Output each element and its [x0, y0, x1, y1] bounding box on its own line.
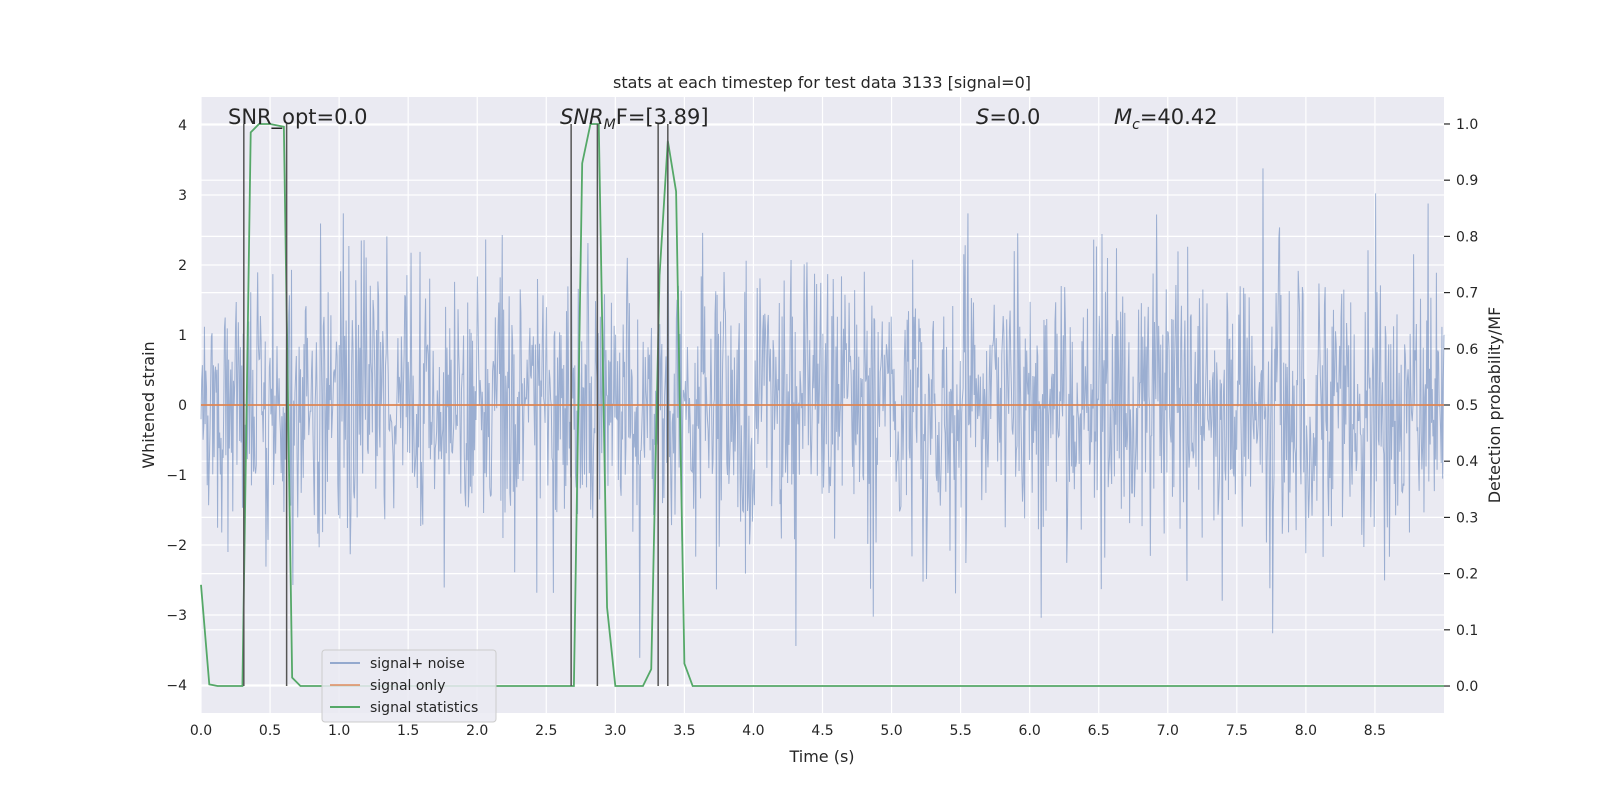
- x-tick-label-16: 8.0: [1295, 723, 1317, 739]
- noise-series: [200, 168, 1445, 658]
- annotation-snr-opt: SNR_opt=0.0: [228, 105, 368, 130]
- x-tick-label-7: 3.5: [673, 723, 695, 739]
- y-tick-label-4: 0: [178, 398, 187, 414]
- annotation-mc-rest: =40.42: [1140, 105, 1218, 129]
- x-tick-label-1: 0.5: [259, 723, 281, 739]
- y2-tick-label-7: 0.7: [1456, 286, 1478, 302]
- y2-tick-label-4: 0.4: [1456, 454, 1478, 470]
- y-tick-label-1: −3: [166, 608, 187, 624]
- x-axis-ticks: 0.0 0.5 1.0 1.5 2.0 2.5 3.0 3.5 4.0 4.5 5.0 5.5 6.0 6…: [190, 723, 1386, 739]
- annotation-snr-mf-math: SNR: [560, 105, 604, 129]
- x-tick-label-9: 4.5: [811, 723, 833, 739]
- x-tick-label-4: 2.0: [466, 723, 488, 739]
- x-tick-label-8: 4.0: [742, 723, 764, 739]
- y2-tick-label-3: 0.3: [1456, 510, 1478, 526]
- annotation-mc-sub: c: [1132, 117, 1140, 133]
- y2-tick-label-0: 0.0: [1456, 679, 1478, 695]
- x-tick-label-6: 3.0: [604, 723, 626, 739]
- legend-label-signal: signal only: [370, 678, 445, 694]
- x-tick-label-2: 1.0: [328, 723, 350, 739]
- x-tick-label-11: 5.5: [949, 723, 971, 739]
- y-tick-label-8: 4: [178, 118, 187, 134]
- x-tick-label-10: 5.0: [880, 723, 902, 739]
- legend-label-noise: signal+ noise: [370, 656, 465, 672]
- annotation-s: S=0.0: [976, 105, 1040, 129]
- x-tick-label-5: 2.5: [535, 723, 557, 739]
- x-tick-label-17: 8.5: [1364, 723, 1386, 739]
- y2-axis-title: Detection probability/MF: [1485, 307, 1504, 504]
- y-tick-label-7: 3: [178, 188, 187, 204]
- x-axis-title: Time (s): [788, 747, 854, 766]
- y-tick-label-2: −2: [166, 538, 187, 554]
- y-tick-label-0: −4: [166, 678, 187, 694]
- legend-label-statistics: signal statistics: [370, 700, 478, 716]
- y2-tick-label-1: 0.1: [1456, 623, 1478, 639]
- legend: signal+ noise signal only signal statist…: [321, 649, 497, 723]
- y2-tick-label-8: 0.8: [1456, 229, 1478, 245]
- y2-axis-ticks: 0.0 0.1 0.2 0.3 0.4 0.5 0.6 0.7 0.8 0.9 1.0: [1444, 117, 1478, 695]
- y-tick-label-3: −1: [166, 468, 187, 484]
- annotation-mc: Mc=40.42: [1114, 105, 1218, 133]
- x-tick-label-13: 6.5: [1088, 723, 1110, 739]
- annotation-s-math: S: [976, 105, 989, 129]
- x-tick-label-12: 6.0: [1019, 723, 1041, 739]
- noise-line: [200, 168, 1445, 658]
- chart-title: stats at each timestep for test data 313…: [613, 73, 1031, 92]
- annotation-snr-mf-rest: F=[3.89]: [616, 105, 709, 129]
- annotation-snr-mf-sub: M: [604, 117, 616, 133]
- y-tick-label-6: 2: [178, 258, 187, 274]
- annotation-s-rest: =0.0: [989, 105, 1040, 129]
- y2-tick-label-6: 0.6: [1456, 342, 1478, 358]
- y2-tick-label-9: 0.9: [1456, 173, 1478, 189]
- y-axis-ticks: −4 −3 −2 −1 0 1 2 3 4: [166, 118, 187, 694]
- y-tick-label-5: 1: [178, 328, 187, 344]
- legend-box: [321, 649, 497, 723]
- annotation-mc-math: M: [1114, 105, 1132, 129]
- annotation-snr-mf: SNRMF=[3.89]: [560, 105, 709, 133]
- y-axis-title: Whitened strain: [139, 341, 158, 468]
- x-tick-label-3: 1.5: [397, 723, 419, 739]
- y2-tick-label-10: 1.0: [1456, 117, 1478, 133]
- y2-tick-label-2: 0.2: [1456, 567, 1478, 583]
- y2-tick-label-5: 0.5: [1456, 398, 1478, 414]
- x-tick-label-14: 7.0: [1157, 723, 1179, 739]
- vertical-markers: [243, 123, 669, 687]
- x-tick-label-0: 0.0: [190, 723, 212, 739]
- x-tick-label-15: 7.5: [1226, 723, 1248, 739]
